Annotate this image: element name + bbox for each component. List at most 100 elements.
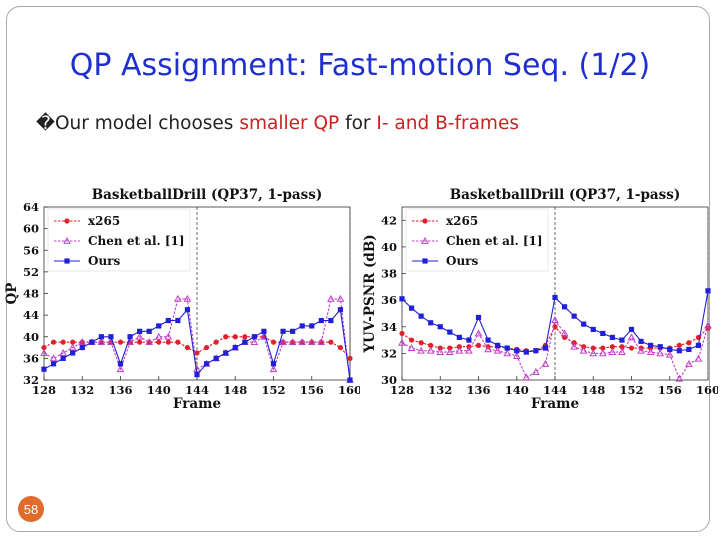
chart1-series-2-point	[581, 321, 587, 327]
chart0-legend-label: Ours	[88, 254, 121, 268]
chart1-xtick-label: 136	[466, 383, 490, 397]
chart1-ytick-label: 34	[381, 320, 397, 334]
chart1-xtick-label: 128	[390, 383, 414, 397]
chart0-series-2-point	[299, 323, 305, 329]
chart1-series-2-point	[667, 346, 673, 352]
chart0-xtick-label: 144	[185, 383, 209, 397]
chart0-series-1-point	[78, 338, 87, 346]
chart1-series-1-point	[455, 346, 464, 354]
chart0-series-2-point	[60, 355, 66, 361]
chart0-series-1-point	[116, 365, 125, 373]
chart1-series-0-point	[408, 337, 415, 343]
chart0-series-0-point	[223, 334, 229, 340]
chart0-series-2-point	[127, 334, 133, 340]
chart1-series-1-point	[637, 346, 645, 354]
chart0-xtick-label: 148	[223, 383, 247, 397]
chart1-series-2-point	[408, 305, 415, 311]
chart1-series-2-point	[466, 337, 472, 343]
chart0-series-1-point	[250, 338, 259, 346]
chart0-series-0-point	[175, 339, 181, 345]
chart0-series-1-point	[307, 338, 316, 346]
chart0-ytick-label: 64	[23, 200, 39, 214]
chart0-series-2-point	[70, 350, 76, 356]
chart0-series-2-point	[242, 339, 248, 345]
chart0-series-1-point	[145, 338, 154, 346]
chart1-series-0-point	[676, 342, 682, 348]
chart0-series-1-point	[68, 343, 77, 351]
chart1-series-1-point	[598, 349, 607, 357]
chart1-xtick-label: 132	[428, 383, 452, 397]
chart1-series-1-point	[493, 346, 502, 354]
chart1-series-0-point	[399, 330, 405, 337]
chart0-series-0-point	[347, 355, 353, 361]
chart1-series-2-point	[590, 326, 596, 333]
chart1-legend-label: x265	[446, 214, 478, 228]
chart1-series-1-point	[704, 321, 712, 329]
chart1-xtick-label: 140	[505, 383, 529, 397]
chart1-ylabel: YUV-PSNR (dB)	[362, 234, 378, 353]
bullet-line: �Our model chooses smaller QP for I- and…	[36, 113, 519, 134]
chart1-series-1-point	[465, 346, 473, 354]
chart1-series-1-point	[665, 350, 674, 358]
chart0-series-2-point	[89, 339, 95, 345]
chart1-legend-marker	[421, 236, 429, 244]
chart1-legend-marker	[422, 218, 428, 224]
chart1-series-1-point	[560, 329, 569, 337]
chart1-series-1-point	[551, 316, 559, 324]
chart1-series-1-point	[589, 349, 598, 357]
chart0-xtick-label: 128	[32, 383, 56, 397]
chart1-xtick-label: 152	[619, 383, 643, 397]
chart1-series-1-point	[445, 348, 454, 355]
chart0-xlabel: Frame	[173, 396, 221, 412]
chart1-series-0-point	[428, 342, 434, 348]
chart-qp: BasketballDrill (QP37, 1-pass) 32 36 40 44 48…	[4, 187, 360, 412]
chart1-series-1-point	[627, 333, 636, 341]
chart0-xtick-label: 156	[300, 383, 324, 397]
chart1-ytick-label: 32	[381, 346, 397, 360]
chart0-series-1-point	[49, 354, 58, 362]
chart0-series-2-point	[194, 371, 200, 378]
chart0-series-2-point	[98, 334, 104, 340]
chart0-series-2-point	[251, 334, 257, 340]
chart1-series-0-point	[628, 345, 635, 351]
chart1-series-2-point	[514, 348, 520, 354]
chart0-xtick-label: 160	[338, 383, 360, 397]
chart0-ytick-label: 40	[23, 330, 39, 344]
chart0-series-0-point	[41, 344, 47, 351]
chart0-series-0-point	[328, 339, 334, 345]
chart0-series-1-point	[174, 294, 182, 302]
chart1-series-2-point	[638, 338, 644, 345]
chart0-series-2-point	[290, 328, 296, 334]
chart0-title: BasketballDrill (QP37, 1-pass)	[92, 187, 323, 203]
chart1-series-2-point	[619, 337, 625, 343]
chart0-series-0-point	[50, 339, 57, 345]
chart0-ytick-label: 32	[23, 373, 39, 387]
chart1-series-2-point	[447, 329, 453, 335]
slide-frame	[6, 6, 710, 532]
chart0-legend-marker	[64, 258, 70, 264]
chart0-series-0-point	[213, 339, 219, 345]
chart1-series-1-point	[503, 349, 512, 357]
chart1-series-2-point	[561, 304, 568, 310]
chart1-series-2-point	[686, 346, 692, 352]
chart0-series-2-point	[117, 361, 124, 367]
chart1-series-1-point	[646, 348, 655, 355]
chart0-series-1-point	[135, 332, 144, 340]
chart0-ytick-label: 52	[23, 265, 39, 279]
chart0-series-1-point	[327, 294, 335, 302]
chart1-series-0-point	[686, 340, 692, 346]
chart0-series-2-point	[203, 361, 210, 367]
page-number-badge: 58	[18, 496, 44, 522]
chart1-series-2	[399, 288, 711, 355]
chart1-series-1-point	[522, 373, 531, 381]
chart0-series-2-point	[41, 366, 47, 372]
chart0-series-0-point	[70, 339, 76, 345]
chart1-series-1-point	[532, 367, 540, 375]
chart0-series-0-point	[60, 339, 66, 345]
chart0-series-2-point	[146, 328, 152, 334]
chart0-series-2-point	[309, 323, 315, 329]
chart1-series-2-point	[485, 337, 491, 343]
chart0-legend-label: Chen et al. [1]	[88, 234, 185, 248]
chart1-series-2-point	[695, 342, 702, 348]
chart0-xtick-label: 152	[261, 383, 285, 397]
